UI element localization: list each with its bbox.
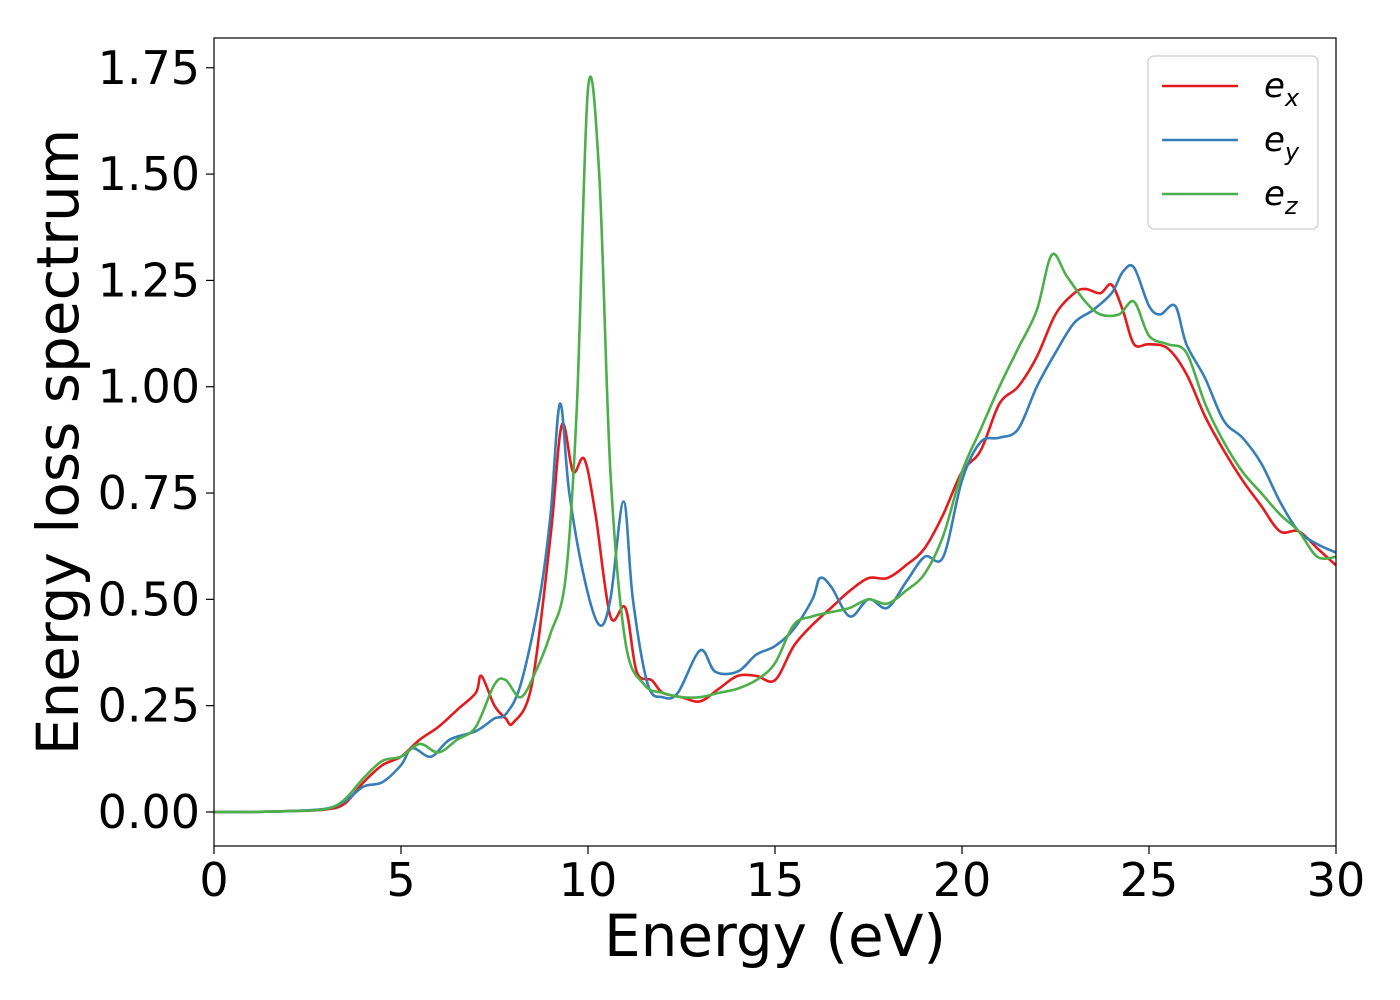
legend-label-base: e (1264, 174, 1285, 214)
x-tick-label: 25 (1120, 853, 1179, 907)
plot-frame (213, 37, 1337, 847)
x-tick-label: 0 (199, 853, 228, 907)
legend-label-base: e (1264, 66, 1285, 106)
series-line-y (213, 264, 1337, 814)
legend-label-subscript: z (1284, 192, 1299, 220)
y-tick-label: 1.75 (98, 41, 200, 95)
y-tick-label: 1.25 (98, 253, 200, 307)
x-axis-title: Energy (eV) (604, 902, 946, 970)
y-tick-label: 1.50 (98, 147, 200, 201)
x-tick-label: 5 (386, 853, 415, 907)
y-tick-label: 0.50 (98, 572, 200, 626)
x-axis: 0 5 10 15 20 25 30 (199, 846, 1365, 907)
y-tick-label: 0.75 (98, 466, 200, 520)
x-tick-label: 15 (746, 853, 805, 907)
series-line-x (213, 282, 1337, 814)
x-tick-label: 20 (933, 853, 992, 907)
legend-label-x: ex (1264, 66, 1300, 112)
x-tick-label: 10 (559, 853, 618, 907)
y-axis-title: Energy loss spectrum (24, 129, 92, 755)
x-tick-label: 30 (1307, 853, 1366, 907)
y-tick-label: 0.25 (98, 679, 200, 733)
y-tick-label: 0.00 (98, 785, 200, 839)
plot-area (213, 75, 1337, 814)
legend-box (1147, 55, 1319, 230)
y-axis: 0.00 0.25 0.50 0.75 1.00 1.25 1.50 1.75 (98, 41, 214, 839)
series-line-z (213, 75, 1337, 814)
legend-label-z: ez (1264, 174, 1299, 220)
y-tick-label: 1.00 (98, 360, 200, 414)
legend-label-subscript: y (1284, 138, 1300, 166)
legend-label-base: e (1264, 120, 1285, 160)
legend-label-subscript: x (1284, 84, 1300, 112)
legend-label-y: ey (1264, 120, 1300, 166)
